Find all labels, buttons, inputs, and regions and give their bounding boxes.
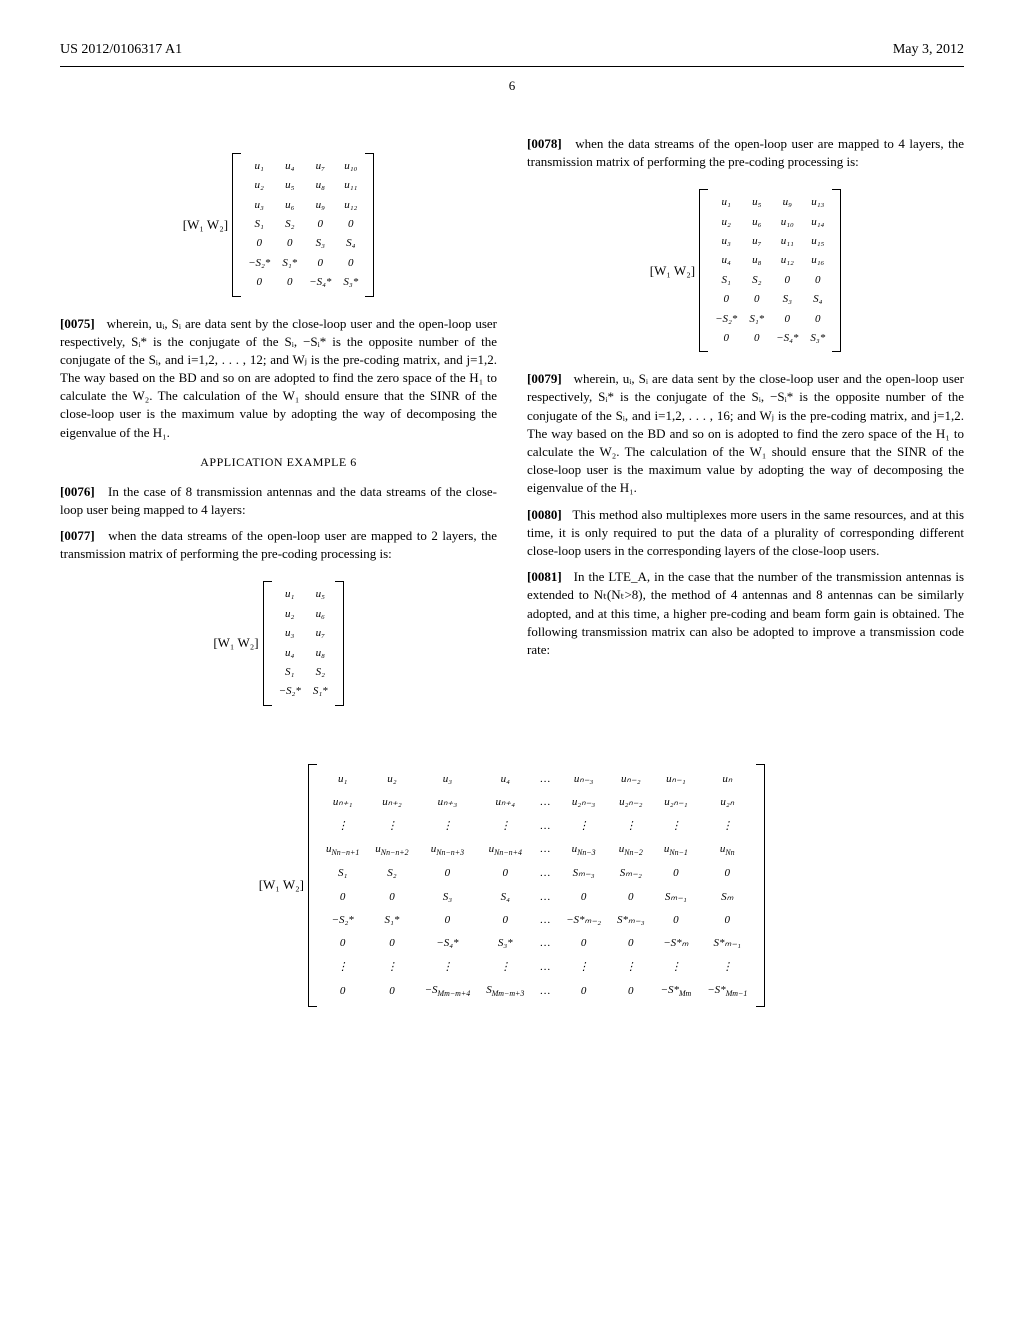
matrix-1: [W₁ W₂] u₁u₄u₇u₁₀u₂u₅u₈u₁₁u₃u₆u₉u₁₂S₁S₂0… bbox=[60, 153, 497, 297]
para-0079: [0079] wherein, uᵢ, Sᵢ are data sent by … bbox=[527, 370, 964, 497]
fullwidth-section: [W₁ W₂] u₁u₂u₃u₄…uₙ₋₃uₙ₋₂uₙ₋₁uₙuₙ₊₁uₙ₊₂u… bbox=[60, 764, 964, 1008]
page-number: 6 bbox=[60, 77, 964, 95]
para-0080: [0080] This method also multiplexes more… bbox=[527, 506, 964, 561]
matrix-2-body: u₁u₅u₂u₆u₃u₇u₄u₈S₁S₂−S₂*S₁* bbox=[263, 581, 344, 705]
matrix-4-prefix: [W₁ W₂] bbox=[259, 876, 304, 894]
matrix-4: [W₁ W₂] u₁u₂u₃u₄…uₙ₋₃uₙ₋₂uₙ₋₁uₙuₙ₊₁uₙ₊₂u… bbox=[60, 764, 964, 1008]
matrix-4-table: u₁u₂u₃u₄…uₙ₋₃uₙ₋₂uₙ₋₁uₙuₙ₊₁uₙ₊₂uₙ₊₃uₙ₊₄…… bbox=[318, 768, 755, 1004]
para-0075-num: [0075] bbox=[60, 316, 95, 331]
page-header: US 2012/0106317 A1 May 3, 2012 bbox=[60, 40, 964, 67]
two-column-layout: [W₁ W₂] u₁u₄u₇u₁₀u₂u₅u₈u₁₁u₃u₆u₉u₁₂S₁S₂0… bbox=[60, 135, 964, 724]
para-0077-text: when the data streams of the open-loop u… bbox=[60, 528, 497, 561]
para-0078: [0078] when the data streams of the open… bbox=[527, 135, 964, 171]
matrix-1-body: u₁u₄u₇u₁₀u₂u₅u₈u₁₁u₃u₆u₉u₁₂S₁S₂0000S₃S₄−… bbox=[232, 153, 374, 297]
para-0078-num: [0078] bbox=[527, 136, 562, 151]
para-0076-text: In the case of 8 transmission antennas a… bbox=[60, 484, 497, 517]
matrix-3-table: u₁u₅u₉u₁₃u₂u₆u₁₀u₁₄u₃u₇u₁₁u₁₅u₄u₈u₁₂u₁₆S… bbox=[709, 193, 831, 348]
matrix-2-table: u₁u₅u₂u₆u₃u₇u₄u₈S₁S₂−S₂*S₁* bbox=[273, 585, 334, 701]
para-0078-text: when the data streams of the open-loop u… bbox=[527, 136, 964, 169]
para-0080-text: This method also multiplexes more users … bbox=[527, 507, 964, 558]
matrix-3: [W₁ W₂] u₁u₅u₉u₁₃u₂u₆u₁₀u₁₄u₃u₇u₁₁u₁₅u₄u… bbox=[527, 189, 964, 352]
matrix-2: [W₁ W₂] u₁u₅u₂u₆u₃u₇u₄u₈S₁S₂−S₂*S₁* bbox=[60, 581, 497, 705]
para-0075-text: wherein, uᵢ, Sᵢ are data sent by the clo… bbox=[60, 316, 497, 440]
para-0079-num: [0079] bbox=[527, 371, 562, 386]
example-6-title: APPLICATION EXAMPLE 6 bbox=[60, 454, 497, 471]
matrix-3-body: u₁u₅u₉u₁₃u₂u₆u₁₀u₁₄u₃u₇u₁₁u₁₅u₄u₈u₁₂u₁₆S… bbox=[699, 189, 841, 352]
matrix-2-prefix: [W₁ W₂] bbox=[213, 634, 258, 652]
matrix-4-body: u₁u₂u₃u₄…uₙ₋₃uₙ₋₂uₙ₋₁uₙuₙ₊₁uₙ₊₂uₙ₊₃uₙ₊₄…… bbox=[308, 764, 765, 1008]
para-0077: [0077] when the data streams of the open… bbox=[60, 527, 497, 563]
para-0076-num: [0076] bbox=[60, 484, 95, 499]
para-0079-text: wherein, uᵢ, Sᵢ are data sent by the clo… bbox=[527, 371, 964, 495]
matrix-1-table: u₁u₄u₇u₁₀u₂u₅u₈u₁₁u₃u₆u₉u₁₂S₁S₂0000S₃S₄−… bbox=[242, 157, 364, 293]
para-0081-num: [0081] bbox=[527, 569, 562, 584]
para-0076: [0076] In the case of 8 transmission ant… bbox=[60, 483, 497, 519]
para-0077-num: [0077] bbox=[60, 528, 95, 543]
publication-date: May 3, 2012 bbox=[893, 40, 964, 60]
right-column: [0078] when the data streams of the open… bbox=[527, 135, 964, 724]
para-0080-num: [0080] bbox=[527, 507, 562, 522]
matrix-1-prefix: [W₁ W₂] bbox=[183, 216, 228, 234]
para-0075: [0075] wherein, uᵢ, Sᵢ are data sent by … bbox=[60, 315, 497, 442]
patent-number: US 2012/0106317 A1 bbox=[60, 40, 182, 60]
para-0081-text: In the LTE_A, in the case that the numbe… bbox=[527, 569, 964, 657]
matrix-3-prefix: [W₁ W₂] bbox=[650, 262, 695, 280]
left-column: [W₁ W₂] u₁u₄u₇u₁₀u₂u₅u₈u₁₁u₃u₆u₉u₁₂S₁S₂0… bbox=[60, 135, 497, 724]
para-0081: [0081] In the LTE_A, in the case that th… bbox=[527, 568, 964, 659]
